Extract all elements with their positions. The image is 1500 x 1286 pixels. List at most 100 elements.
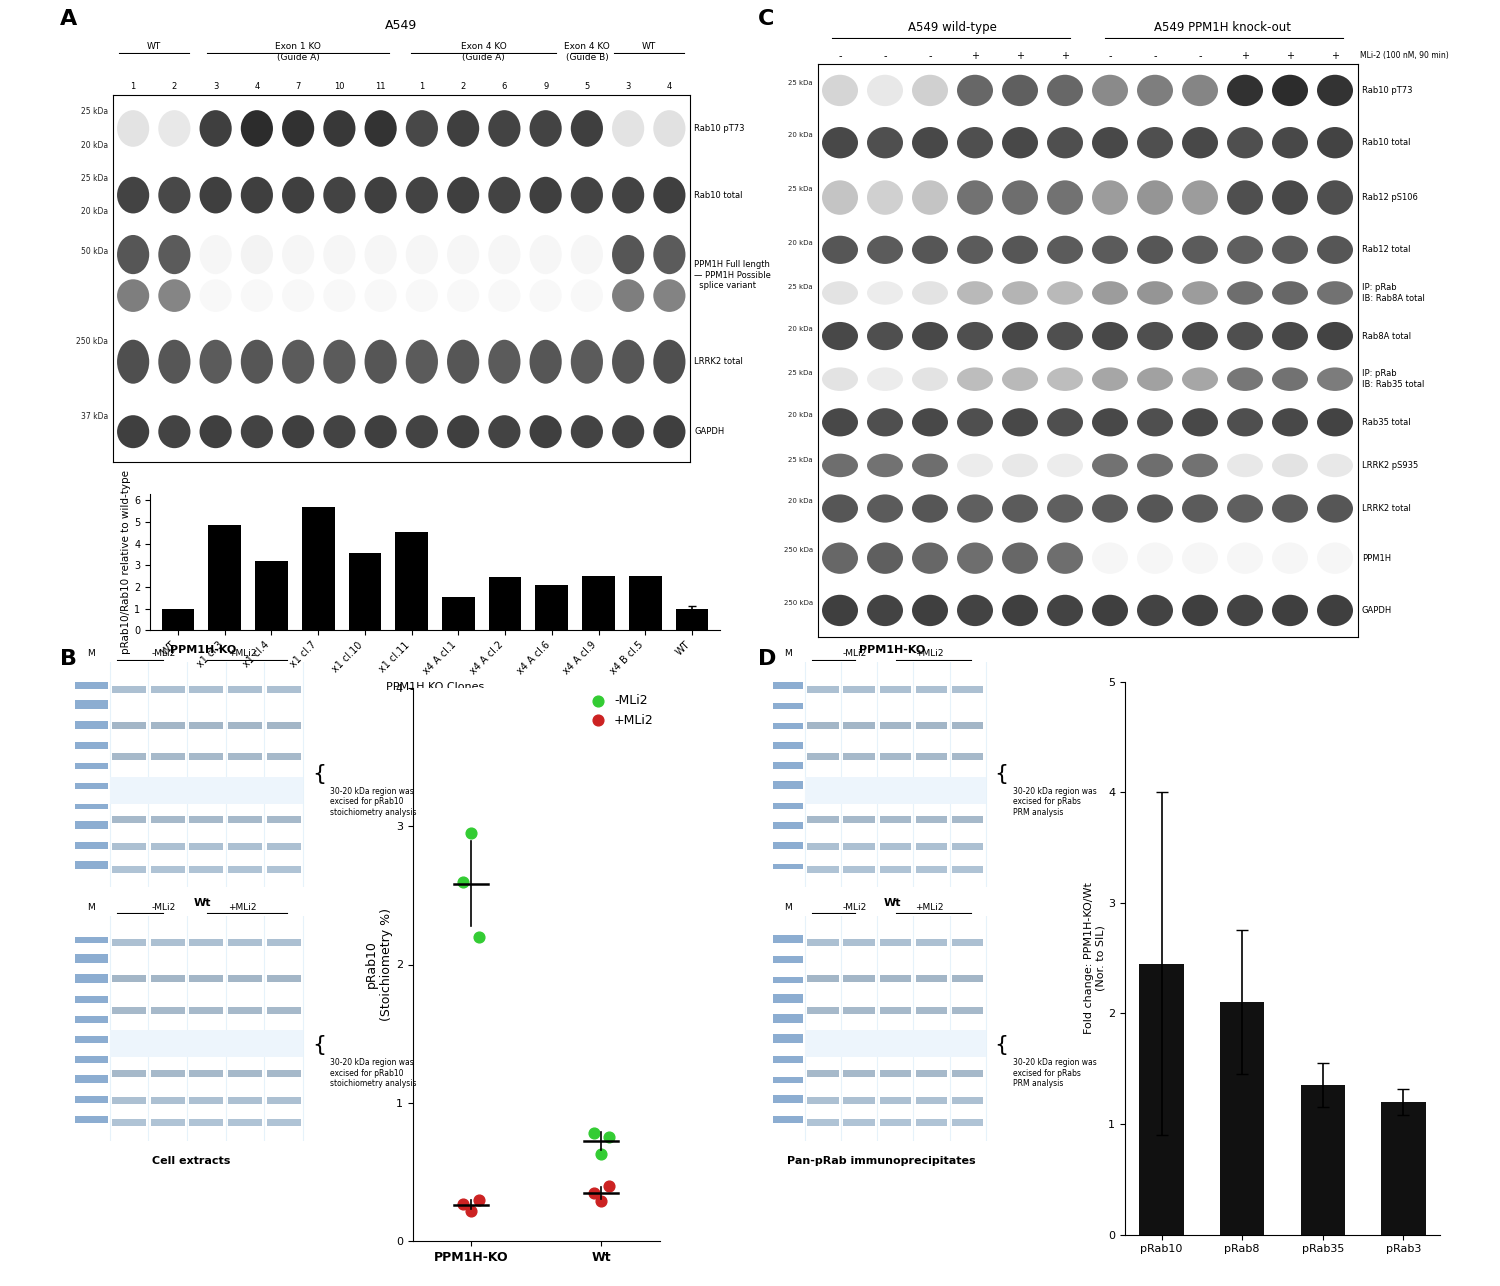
Ellipse shape	[447, 235, 478, 274]
Ellipse shape	[1317, 322, 1353, 350]
Ellipse shape	[912, 322, 948, 350]
Bar	[267, 1119, 300, 1127]
Bar	[267, 1070, 300, 1076]
Ellipse shape	[1272, 594, 1308, 626]
Bar	[75, 841, 108, 849]
Ellipse shape	[822, 408, 858, 436]
Ellipse shape	[867, 75, 903, 107]
Text: 9: 9	[543, 82, 549, 91]
Bar	[396, 531, 427, 630]
Ellipse shape	[1272, 235, 1308, 264]
Bar	[951, 939, 984, 946]
Ellipse shape	[364, 176, 396, 213]
Bar	[772, 1034, 802, 1043]
Text: {: {	[994, 764, 1008, 831]
Ellipse shape	[282, 235, 314, 274]
Text: A: A	[60, 9, 78, 30]
Text: PPM1H-KO: PPM1H-KO	[170, 644, 236, 655]
Bar	[915, 844, 948, 850]
Ellipse shape	[1002, 368, 1038, 391]
Ellipse shape	[1047, 75, 1083, 107]
Ellipse shape	[867, 282, 903, 305]
Ellipse shape	[1272, 543, 1308, 574]
Ellipse shape	[1182, 127, 1218, 158]
Ellipse shape	[822, 282, 858, 305]
Bar	[112, 685, 146, 693]
Ellipse shape	[406, 340, 438, 383]
Ellipse shape	[867, 127, 903, 158]
Ellipse shape	[1137, 494, 1173, 522]
Text: -: -	[1154, 51, 1156, 62]
Ellipse shape	[324, 279, 356, 312]
Text: 50 kDa: 50 kDa	[81, 247, 108, 256]
Bar	[267, 939, 300, 946]
Ellipse shape	[912, 408, 948, 436]
Ellipse shape	[1272, 454, 1308, 477]
Ellipse shape	[447, 111, 478, 147]
Bar	[112, 865, 146, 873]
Bar	[228, 865, 262, 873]
Ellipse shape	[822, 127, 858, 158]
Bar	[807, 1038, 838, 1046]
Text: +MLi2: +MLi2	[915, 649, 944, 658]
Ellipse shape	[957, 127, 993, 158]
Ellipse shape	[1047, 368, 1083, 391]
Bar	[879, 817, 912, 823]
Ellipse shape	[159, 279, 190, 312]
Text: LRRK2 total: LRRK2 total	[1362, 504, 1411, 513]
Ellipse shape	[1092, 594, 1128, 626]
Bar	[302, 507, 334, 630]
Bar	[152, 784, 184, 792]
Bar	[189, 1097, 224, 1103]
Ellipse shape	[1317, 235, 1353, 264]
Ellipse shape	[612, 279, 644, 312]
Ellipse shape	[572, 111, 603, 147]
Text: Wt: Wt	[194, 898, 211, 908]
Ellipse shape	[1137, 75, 1173, 107]
Bar	[675, 608, 708, 630]
Text: 20 kDa: 20 kDa	[789, 239, 813, 246]
Ellipse shape	[572, 340, 603, 383]
Ellipse shape	[1047, 235, 1083, 264]
Bar	[879, 844, 912, 850]
Ellipse shape	[117, 340, 148, 383]
Bar	[807, 784, 838, 792]
Text: +: +	[1016, 51, 1025, 62]
Ellipse shape	[1137, 408, 1173, 436]
Ellipse shape	[1047, 454, 1083, 477]
Ellipse shape	[612, 176, 644, 213]
Ellipse shape	[1137, 454, 1173, 477]
Bar	[879, 754, 912, 760]
Bar	[152, 1038, 184, 1046]
Text: 30-20 kDa region was
excised for pRabs
PRM analysis: 30-20 kDa region was excised for pRabs P…	[1013, 787, 1096, 817]
Ellipse shape	[1317, 454, 1353, 477]
Bar	[112, 1070, 146, 1076]
Ellipse shape	[242, 279, 273, 312]
Ellipse shape	[447, 279, 478, 312]
Ellipse shape	[957, 454, 993, 477]
Text: 2: 2	[172, 82, 177, 91]
Ellipse shape	[572, 415, 603, 449]
Ellipse shape	[912, 494, 948, 522]
Text: GAPDH: GAPDH	[1362, 606, 1392, 615]
Bar	[152, 939, 184, 946]
Ellipse shape	[159, 340, 190, 383]
Bar	[915, 817, 948, 823]
Text: -MLi2: -MLi2	[843, 903, 867, 912]
Bar	[189, 844, 224, 850]
Bar	[267, 865, 300, 873]
Ellipse shape	[822, 368, 858, 391]
Bar	[1382, 1102, 1425, 1235]
Bar	[228, 817, 262, 823]
Text: 25 kDa: 25 kDa	[789, 80, 813, 86]
Ellipse shape	[1047, 322, 1083, 350]
Bar	[807, 865, 838, 873]
Ellipse shape	[1317, 180, 1353, 215]
Bar	[189, 1038, 224, 1046]
Text: 25 kDa: 25 kDa	[789, 186, 813, 192]
Text: 1: 1	[419, 82, 424, 91]
Text: 250 kDa: 250 kDa	[784, 599, 813, 606]
Ellipse shape	[612, 235, 644, 274]
Bar	[112, 1119, 146, 1127]
Bar	[152, 1007, 184, 1013]
